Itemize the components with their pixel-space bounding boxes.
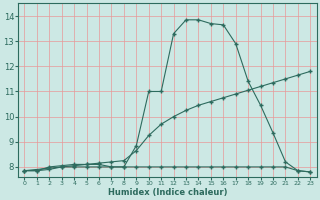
X-axis label: Humidex (Indice chaleur): Humidex (Indice chaleur) <box>108 188 227 197</box>
